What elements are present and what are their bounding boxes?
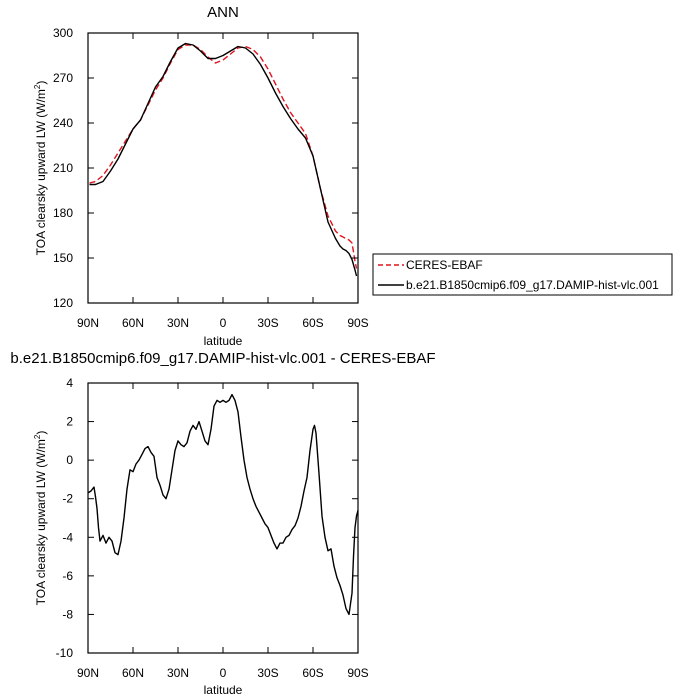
top-xtick-label: 60N	[122, 316, 144, 330]
bottom-xtick-label: 60S	[302, 666, 323, 680]
top-ytick-label: 120	[53, 296, 73, 310]
top-y-axis: 120 150 180 210 240 270 300	[53, 26, 358, 310]
bottom-y-axis-label-close: )	[34, 431, 48, 435]
bottom-ytick-label: 0	[66, 453, 73, 467]
top-plot-lines	[89, 42, 358, 277]
bottom-xtick-label: 30N	[167, 666, 189, 680]
top-xtick-label: 30S	[257, 316, 278, 330]
bottom-y-axis-label-sup: 2	[33, 434, 42, 439]
top-xtick-label: 90N	[77, 316, 99, 330]
top-ytick-label: 150	[53, 251, 73, 265]
top-y-axis-label-close: )	[34, 81, 48, 85]
top-xtick-label: 30N	[167, 316, 189, 330]
top-x-axis: 90N 60N 30N 0 30S 60S 90S	[77, 33, 369, 330]
bottom-xtick-label: 90S	[347, 666, 368, 680]
bottom-y-axis: -10 -8 -6 -4 -2 0 2 4	[56, 376, 358, 660]
top-y-axis-label-sup: 2	[33, 84, 42, 89]
bottom-plot-frame	[87, 382, 359, 654]
bottom-plot-lines	[87, 393, 359, 616]
bottom-ytick-label: 4	[66, 376, 73, 390]
bottom-x-axis-label: latitude	[204, 683, 243, 697]
bottom-title: b.e21.B1850cmip6.f09_g17.DAMIP-hist-vlc.…	[10, 350, 435, 367]
panel-bottom: b.e21.B1850cmip6.f09_g17.DAMIP-hist-vlc.…	[10, 350, 435, 697]
bottom-ytick-label: 2	[66, 415, 73, 429]
bottom-xtick-label: 90N	[77, 666, 99, 680]
top-ytick-label: 300	[53, 26, 73, 40]
top-plot-frame	[87, 32, 359, 304]
top-xtick-label: 60S	[302, 316, 323, 330]
top-ytick-label: 180	[53, 206, 73, 220]
top-x-axis-label: latitude	[204, 334, 243, 348]
top-ytick-label: 210	[53, 161, 73, 175]
top-y-axis-label-main: TOA clearsky upward LW (W/m	[34, 89, 48, 255]
bottom-y-axis-label: TOA clearsky upward LW (W/m2)	[33, 431, 48, 606]
panel-top: ANN 120 150 180 210 240 270 300 90N 60N 30N 0 30S 6…	[33, 4, 369, 348]
bottom-ytick-label: -10	[56, 646, 74, 660]
top-xtick-label: 0	[220, 316, 227, 330]
bottom-series-line-0	[87, 393, 359, 616]
top-ytick-label: 240	[53, 116, 73, 130]
top-xtick-label: 90S	[347, 316, 368, 330]
bottom-x-axis: 90N 60N 30N 0 30S 60S 90S	[77, 383, 369, 680]
legend-box	[372, 253, 673, 296]
bottom-xtick-label: 0	[220, 666, 227, 680]
bottom-ytick-label: -6	[62, 569, 73, 583]
bottom-ytick-label: -2	[62, 492, 73, 506]
bottom-xtick-label: 60N	[122, 666, 144, 680]
bottom-xtick-label: 30S	[257, 666, 278, 680]
top-title: ANN	[207, 4, 239, 21]
top-series-line-1	[89, 42, 358, 277]
top-y-axis-label: TOA clearsky upward LW (W/m2)	[33, 81, 48, 256]
bottom-ytick-label: -8	[62, 607, 73, 621]
top-series-line-0	[89, 44, 358, 269]
legend-label-ceres: CERES-EBAF	[406, 258, 483, 272]
bottom-ytick-label: -4	[62, 530, 73, 544]
bottom-y-axis-label-main: TOA clearsky upward LW (W/m	[34, 439, 48, 605]
top-ytick-label: 270	[53, 71, 73, 85]
legend-label-model: b.e21.B1850cmip6.f09_g17.DAMIP-hist-vlc.…	[406, 278, 659, 292]
legend: CERES-EBAF b.e21.B1850cmip6.f09_g17.DAMI…	[372, 253, 673, 296]
